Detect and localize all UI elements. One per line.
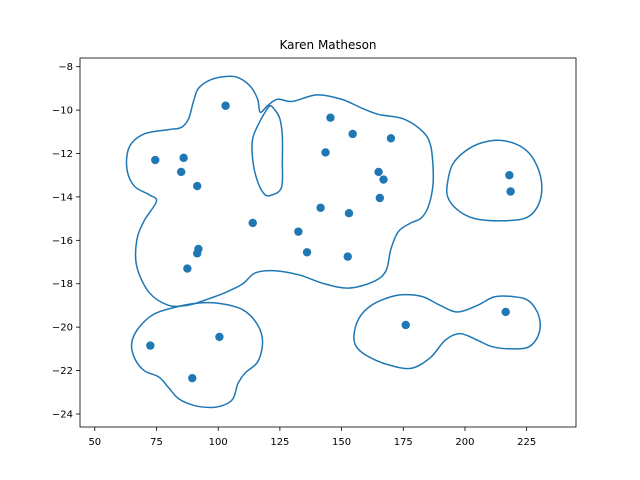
- data-point: [176, 167, 186, 177]
- data-point: [343, 252, 352, 261]
- data-point: [506, 187, 515, 196]
- data-point: [151, 155, 160, 165]
- data-point: [375, 193, 385, 203]
- y-tick-label: −12: [52, 149, 73, 160]
- data-point: [326, 113, 335, 122]
- data-point: [501, 307, 510, 317]
- data-point: [386, 134, 396, 143]
- plot-frame: [79, 57, 577, 428]
- data-point: [321, 148, 330, 157]
- data-point: [316, 203, 325, 212]
- x-tick-label: 225: [517, 437, 536, 448]
- chart-title: Karen Matheson: [279, 38, 376, 52]
- data-point: [302, 248, 312, 257]
- x-axis: 50 75 100 125 150 175 200 225: [88, 427, 536, 448]
- data-point: [505, 171, 514, 180]
- data-point: [183, 264, 192, 273]
- data-point: [193, 181, 202, 191]
- density-contour: [353, 293, 541, 370]
- contour-layer: [125, 75, 543, 409]
- data-point: [379, 175, 388, 184]
- data-point: [188, 373, 197, 383]
- x-tick-label: 50: [88, 437, 101, 448]
- data-point: [344, 208, 354, 218]
- y-axis: −24 −22 −20 −18 −16 −14 −12 −10 −8: [52, 62, 80, 420]
- y-tick-label: −16: [52, 236, 73, 247]
- x-tick-label: 125: [270, 437, 289, 448]
- density-contour: [445, 139, 543, 222]
- x-tick-label: 175: [394, 437, 413, 448]
- x-tick-label: 75: [150, 437, 163, 448]
- y-tick-label: −24: [52, 409, 73, 420]
- data-point: [374, 167, 383, 177]
- density-contour: [251, 104, 284, 197]
- x-tick-label: 150: [332, 437, 351, 448]
- data-point: [146, 341, 155, 350]
- y-tick-label: −22: [52, 366, 73, 377]
- data-point: [294, 227, 303, 236]
- point-layer: [146, 101, 515, 383]
- y-tick-label: −10: [52, 106, 73, 117]
- data-point: [221, 101, 230, 110]
- x-tick-label: 100: [209, 437, 228, 448]
- density-contour: [130, 301, 264, 409]
- data-point: [179, 153, 188, 163]
- density-contour: [125, 75, 435, 308]
- y-tick-label: −20: [52, 323, 73, 334]
- data-point: [348, 129, 357, 139]
- y-tick-label: −18: [52, 279, 73, 290]
- x-tick-label: 200: [455, 437, 474, 448]
- y-tick-label: −8: [58, 62, 73, 73]
- data-point: [248, 218, 257, 228]
- data-point: [215, 332, 224, 342]
- data-point: [401, 320, 410, 330]
- y-tick-label: −14: [52, 192, 73, 203]
- data-point: [193, 249, 202, 258]
